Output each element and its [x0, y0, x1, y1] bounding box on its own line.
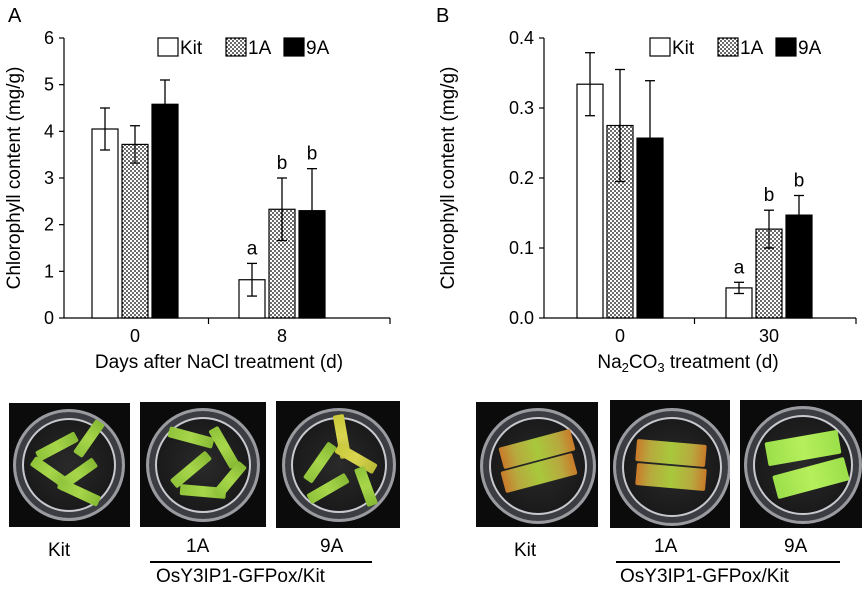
bar-9A-0 — [151, 103, 179, 319]
chart-panel-a: A 0 1 2 3 4 5 6 Chlorophyll content (mg/g) 0 8 Days… — [4, 5, 391, 373]
y-tick-label: 1 — [44, 261, 54, 281]
legend-label-9A: 9A — [306, 38, 330, 59]
y-tick-label: 0.0 — [509, 308, 534, 328]
photo-group-label-a: OsY3IP1-GFPox/Kit — [156, 566, 325, 587]
x-axis-label: Days after NaCl treatment (d) — [95, 352, 343, 373]
y-tick-label: 0.1 — [509, 238, 534, 258]
y-axis-label: Chlorophyll content (mg/g) — [4, 67, 25, 290]
y-tick-label: 0.2 — [509, 168, 534, 188]
panel-letter: B — [436, 5, 449, 27]
photo-kit-na2co3 — [476, 402, 598, 527]
x-tick-label: 0 — [615, 326, 625, 346]
significance-label: b — [307, 144, 318, 165]
photo-kit-nacl — [9, 403, 130, 527]
legend-swatch-Kit — [157, 37, 179, 57]
x-tick-label: 8 — [277, 326, 287, 346]
photo-label-9a-a: 9A — [320, 536, 344, 557]
significance-label: b — [277, 153, 288, 174]
y-tick-label: 0 — [44, 308, 54, 328]
photo-group-label-b: OsY3IP1-GFPox/Kit — [620, 566, 789, 587]
significance-label: b — [764, 185, 775, 206]
bar-9A-8 — [298, 210, 326, 319]
legend-swatch-1A — [225, 37, 247, 57]
y-tick-label: 5 — [44, 75, 54, 95]
legend-label-Kit: Kit — [672, 38, 695, 59]
bar-1A-0 — [121, 143, 149, 319]
photo-1a-nacl — [140, 402, 266, 527]
chart-panel-b: B 0.0 0.1 0.2 0.3 0.4 Chlorophyll content (mg/… — [436, 5, 857, 375]
legend-label-1A: 1A — [740, 38, 764, 59]
legend-swatch-9A — [775, 37, 797, 57]
photo-label-9a-b: 9A — [784, 536, 808, 557]
significance-label: b — [794, 171, 805, 192]
bar-Kit-0 — [576, 83, 604, 319]
bar-Kit-0 — [91, 128, 119, 319]
photo-label-kit-a: Kit — [48, 540, 71, 561]
photo-9a-na2co3 — [740, 400, 862, 528]
x-axis-label: Na2CO3 treatment (d) — [597, 352, 778, 375]
legend-label-9A: 9A — [798, 38, 822, 59]
y-tick-label: 4 — [44, 121, 54, 141]
y-tick-label: 3 — [44, 168, 54, 188]
significance-label: a — [734, 257, 745, 278]
bar-Kit-30 — [725, 287, 753, 319]
photo-label-1a-b: 1A — [654, 536, 678, 557]
x-tick-label: 0 — [130, 326, 140, 346]
y-tick-label: 0.3 — [509, 98, 534, 118]
legend-swatch-Kit — [649, 37, 671, 57]
x-tick-label: 30 — [759, 326, 779, 346]
group-underline-a — [150, 561, 372, 563]
legend-swatch-9A — [283, 37, 305, 57]
legend-label-Kit: Kit — [180, 38, 203, 59]
photo-9a-nacl — [276, 401, 400, 528]
y-tick-label: 6 — [44, 28, 54, 48]
legend-label-1A: 1A — [248, 38, 272, 59]
photo-1a-na2co3 — [610, 400, 730, 528]
group-underline-b — [616, 561, 840, 563]
panel-letter: A — [8, 5, 22, 27]
significance-label: a — [247, 238, 258, 259]
legend-swatch-1A — [717, 37, 739, 57]
y-tick-label: 2 — [44, 215, 54, 235]
photo-label-kit-b: Kit — [514, 540, 537, 561]
photo-label-1a-a: 1A — [186, 536, 210, 557]
y-tick-label: 0.4 — [509, 28, 534, 48]
y-axis-label: Chlorophyll content (mg/g) — [438, 67, 459, 290]
bar-Kit-8 — [238, 279, 266, 319]
